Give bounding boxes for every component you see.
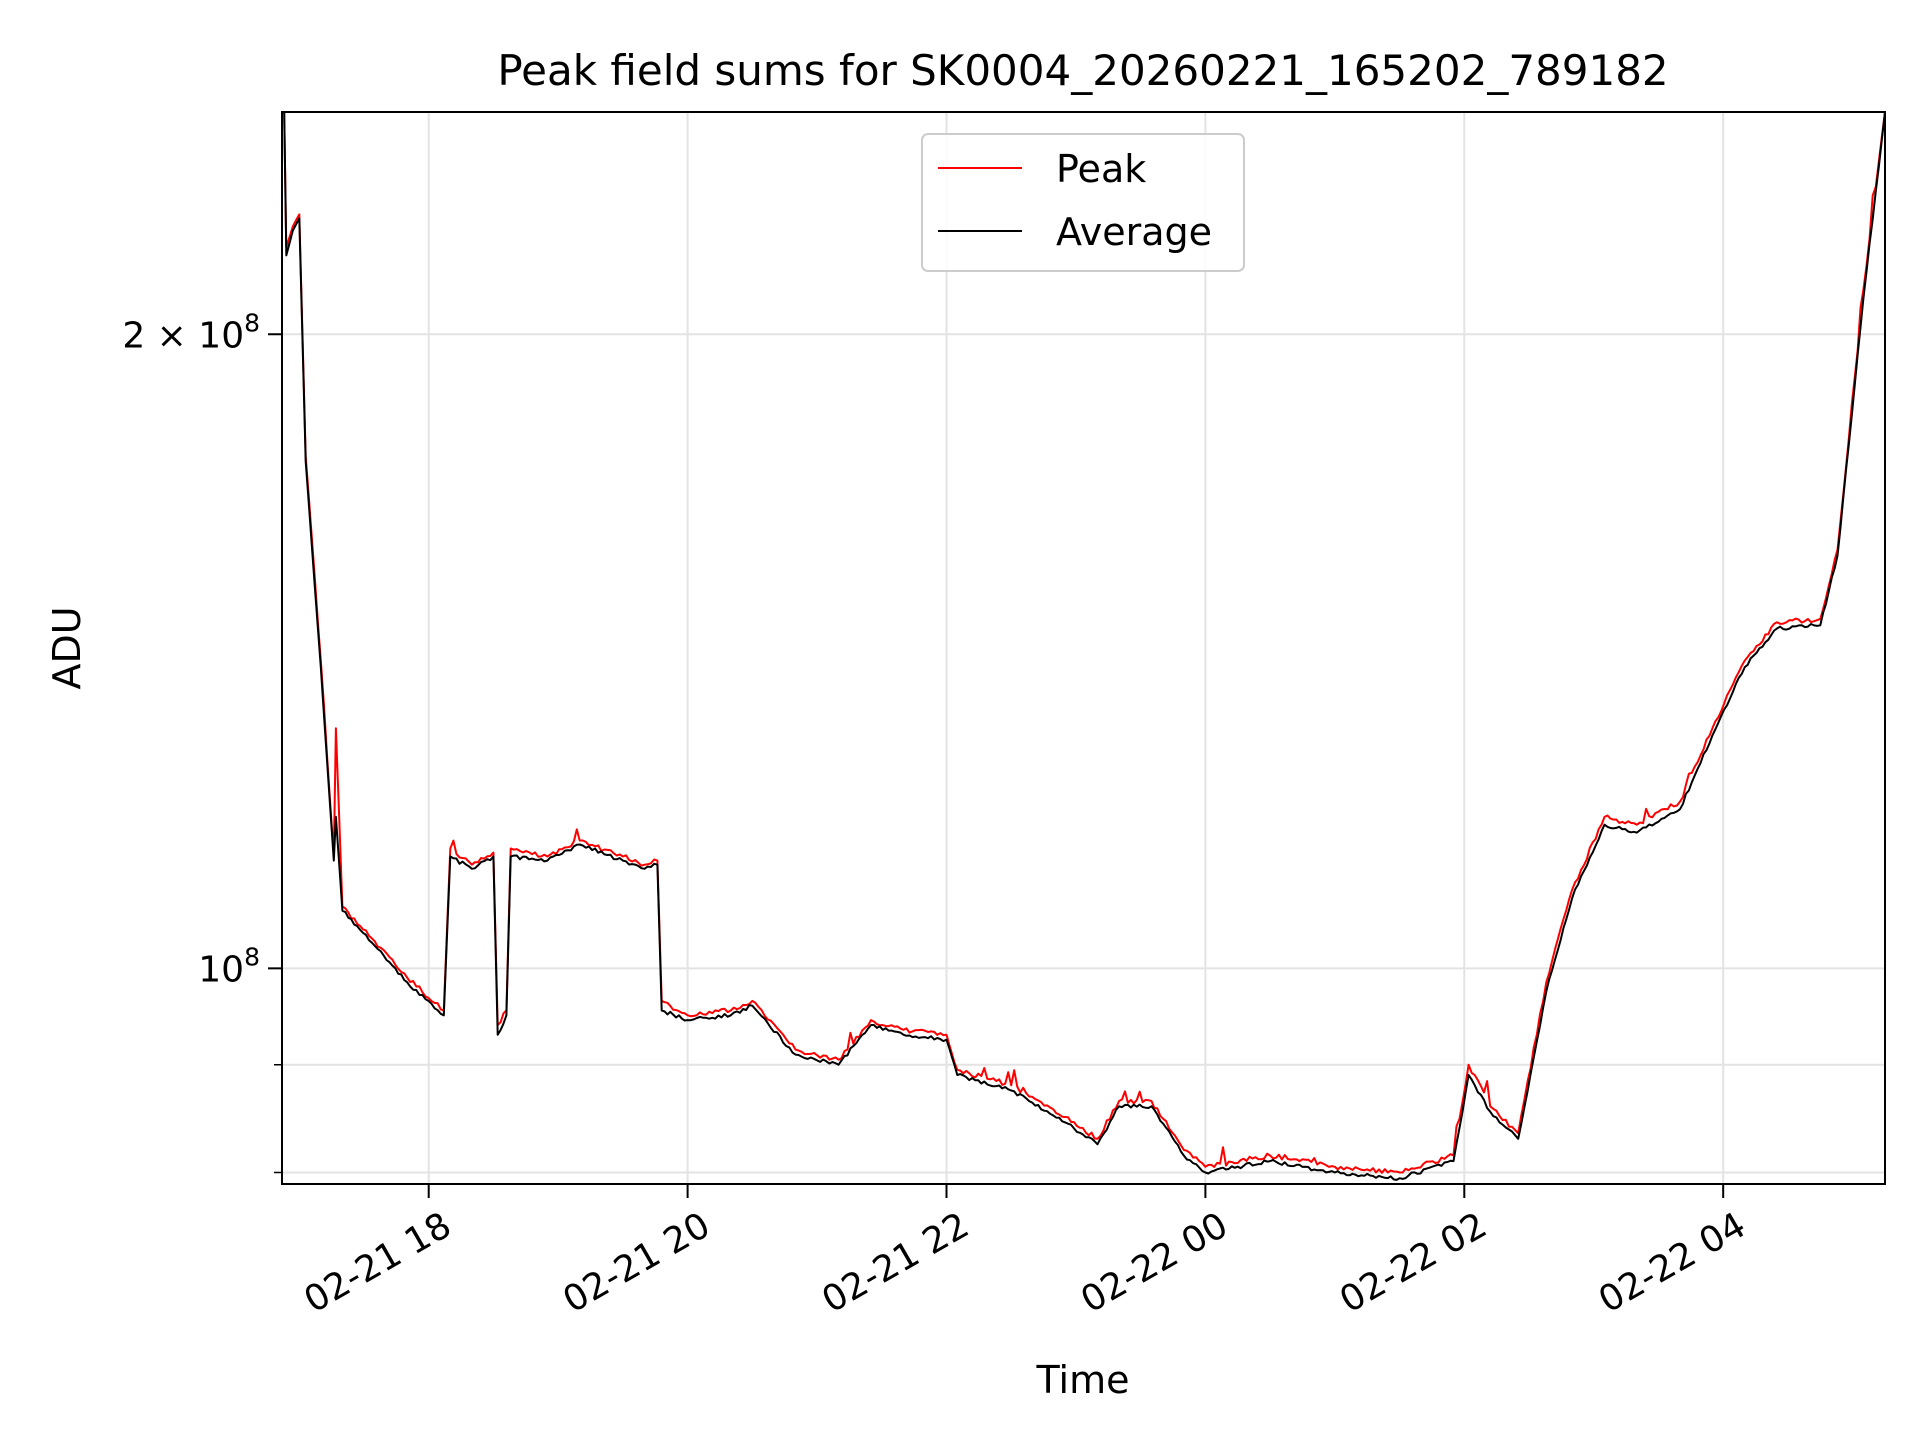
legend-label-peak: Peak xyxy=(1056,147,1146,191)
y-tick-label: 108 xyxy=(198,942,260,990)
series-lines xyxy=(283,112,1885,1181)
y-axis-label: ADU xyxy=(45,606,89,689)
legend-label-average: Average xyxy=(1056,210,1212,254)
y-axis: 108 2 × 108 xyxy=(122,308,282,1174)
chart-title: Peak field sums for SK0004_20260221_1652… xyxy=(497,46,1668,95)
series-line-average xyxy=(283,112,1885,1181)
plot-area-frame xyxy=(281,111,1886,1185)
series-line-peak xyxy=(283,112,1885,1174)
y-tick-label: 2 × 108 xyxy=(122,308,260,356)
legend: Peak Average xyxy=(921,133,1245,272)
gridlines xyxy=(282,112,1885,1184)
x-axis-label: Time xyxy=(1036,1358,1130,1402)
